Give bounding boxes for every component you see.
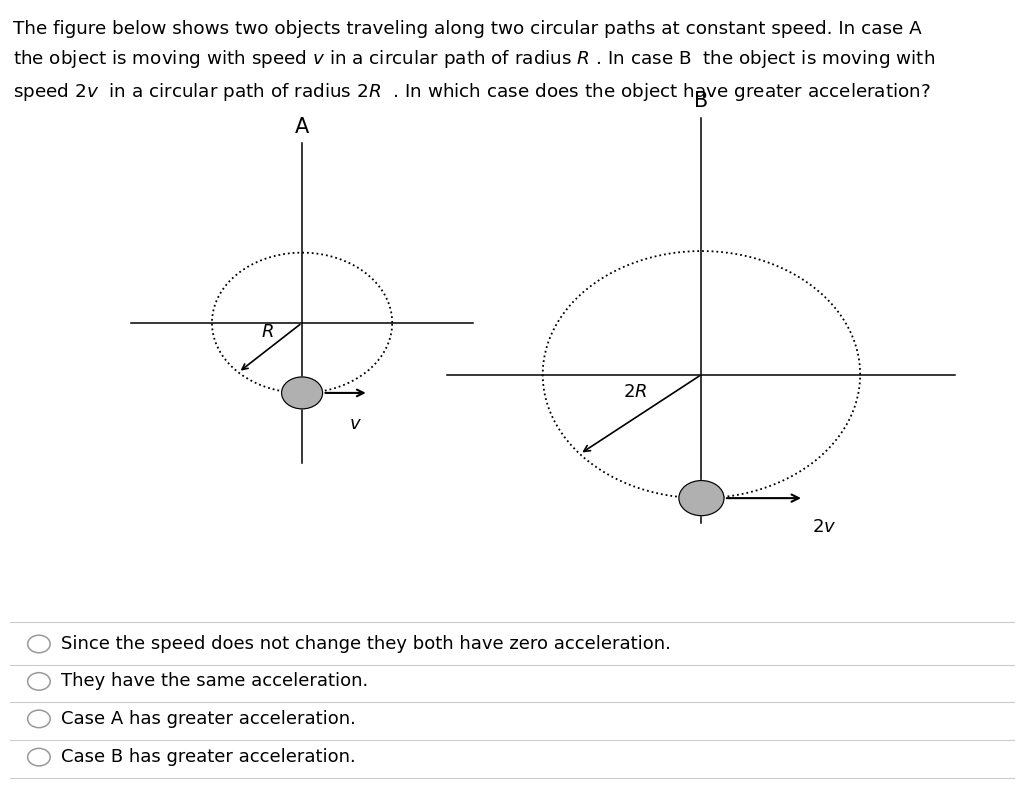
Text: Case B has greater acceleration.: Case B has greater acceleration.	[61, 748, 356, 766]
Circle shape	[282, 377, 323, 409]
Text: $2R$: $2R$	[623, 383, 647, 401]
Text: They have the same acceleration.: They have the same acceleration.	[61, 673, 369, 690]
Text: The figure below shows two objects traveling along two circular paths at constan: The figure below shows two objects trave…	[13, 20, 935, 103]
Text: A: A	[295, 116, 309, 136]
Text: B: B	[694, 92, 709, 112]
Text: $R$: $R$	[261, 323, 273, 340]
Text: $2v$: $2v$	[812, 518, 837, 536]
Circle shape	[679, 481, 724, 516]
Text: Since the speed does not change they both have zero acceleration.: Since the speed does not change they bot…	[61, 635, 672, 653]
Text: $v$: $v$	[349, 415, 362, 434]
Text: Case A has greater acceleration.: Case A has greater acceleration.	[61, 710, 356, 728]
